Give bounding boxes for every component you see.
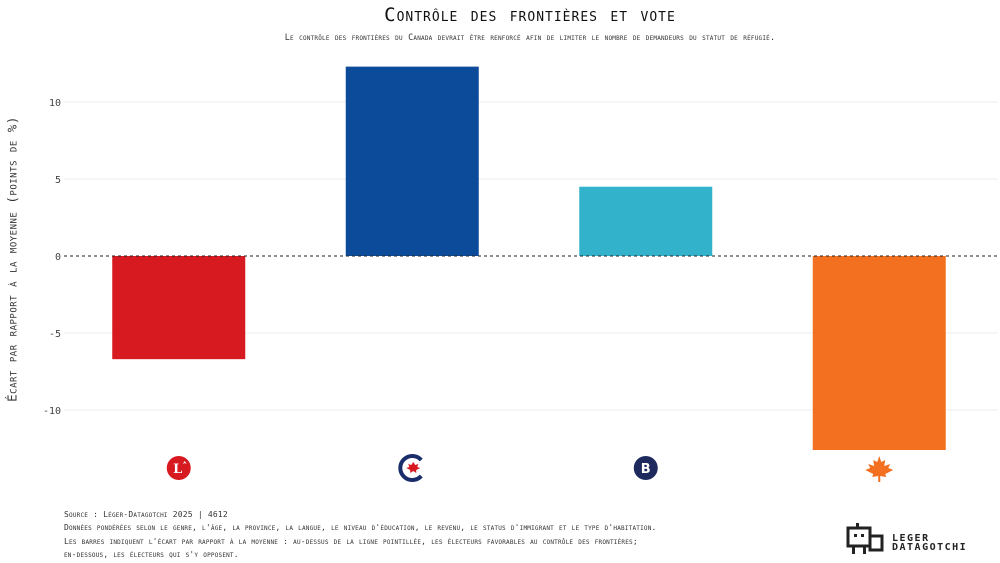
bar-lib-ral [112, 256, 246, 360]
bars-note: Les barres indiquent l'écart par rapport… [64, 537, 638, 546]
y-tick-label: 0 [55, 252, 61, 263]
bars-note-continued: en-dessous, les électeurs qui s'y oppose… [64, 550, 239, 559]
y-tick-label: 5 [55, 175, 61, 186]
bloc-quebecois-logo-icon: B [633, 456, 658, 480]
chart-title: Contrôle des frontières et vote [384, 4, 676, 26]
ndp-maple-leaf-icon [865, 456, 894, 482]
bar-conservateur [345, 66, 479, 256]
leger-datagotchi-logo: LEGER DATAGOTCHI [846, 522, 986, 558]
y-tick-label: 10 [49, 98, 61, 109]
bar-npd [812, 256, 946, 450]
liberal-party-logo-icon: L [166, 456, 191, 480]
brand-line-1: LEGER [892, 533, 930, 544]
y-tick-label: -5 [49, 329, 61, 340]
brand-line-2: DATAGOTCHI [892, 542, 968, 553]
svg-text:L: L [173, 462, 182, 477]
chart-subtitle: Le contrôle des frontières du Canada dev… [284, 33, 776, 43]
conservative-party-logo-icon [398, 454, 423, 482]
datagotchi-robot-icon [846, 523, 884, 554]
weighting-note: Données pondérées selon le genre, l'âge,… [64, 523, 657, 532]
y-tick-label: -10 [43, 406, 61, 417]
svg-text:B: B [641, 462, 651, 477]
bar-bloc-qu-b-cois [579, 186, 713, 256]
source-note: Source : Léger-Datagotchi 2025 | 4612 [64, 510, 228, 519]
